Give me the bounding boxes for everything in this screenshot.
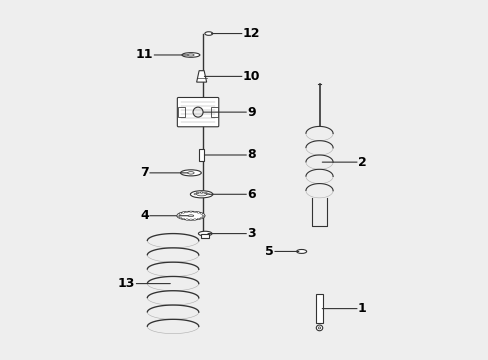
- Ellipse shape: [198, 231, 212, 236]
- Text: 12: 12: [243, 27, 260, 40]
- Ellipse shape: [204, 192, 207, 194]
- Ellipse shape: [182, 53, 200, 57]
- Text: 3: 3: [247, 227, 255, 240]
- Ellipse shape: [202, 216, 204, 218]
- FancyBboxPatch shape: [177, 98, 218, 127]
- Bar: [178, 108, 184, 117]
- Ellipse shape: [197, 212, 199, 213]
- Text: 11: 11: [136, 49, 153, 62]
- Text: 9: 9: [247, 105, 255, 119]
- Ellipse shape: [189, 219, 192, 220]
- Ellipse shape: [180, 170, 201, 176]
- Bar: [211, 108, 217, 117]
- Ellipse shape: [177, 211, 204, 220]
- Ellipse shape: [188, 215, 193, 217]
- Text: 8: 8: [247, 148, 255, 162]
- Text: 7: 7: [140, 166, 148, 179]
- Text: 6: 6: [247, 188, 255, 201]
- Ellipse shape: [196, 193, 206, 196]
- Bar: [199, 149, 203, 161]
- Text: 10: 10: [243, 70, 260, 83]
- Ellipse shape: [187, 54, 194, 56]
- Ellipse shape: [196, 192, 198, 194]
- Ellipse shape: [197, 218, 199, 220]
- Ellipse shape: [193, 211, 196, 213]
- Text: 1: 1: [357, 302, 366, 315]
- Ellipse shape: [316, 325, 322, 331]
- Bar: [315, 294, 323, 323]
- Ellipse shape: [189, 211, 192, 212]
- Ellipse shape: [193, 219, 196, 220]
- Ellipse shape: [193, 107, 203, 117]
- Ellipse shape: [177, 214, 180, 215]
- Bar: [201, 234, 209, 238]
- Ellipse shape: [177, 215, 179, 216]
- Text: 4: 4: [140, 209, 148, 222]
- Polygon shape: [196, 71, 206, 82]
- Ellipse shape: [179, 213, 182, 214]
- Ellipse shape: [202, 214, 204, 215]
- Ellipse shape: [202, 215, 204, 216]
- Ellipse shape: [204, 32, 212, 35]
- Ellipse shape: [182, 218, 184, 220]
- Ellipse shape: [182, 212, 184, 213]
- Text: 5: 5: [264, 245, 273, 258]
- Ellipse shape: [187, 172, 194, 174]
- Ellipse shape: [318, 327, 320, 329]
- Ellipse shape: [200, 213, 202, 214]
- Ellipse shape: [206, 193, 209, 195]
- Ellipse shape: [190, 191, 212, 198]
- Ellipse shape: [179, 217, 182, 219]
- Text: 13: 13: [118, 277, 135, 290]
- Ellipse shape: [177, 216, 180, 218]
- Ellipse shape: [200, 217, 202, 219]
- Text: 2: 2: [357, 156, 366, 168]
- Ellipse shape: [194, 193, 196, 195]
- Ellipse shape: [185, 211, 188, 213]
- Ellipse shape: [200, 192, 203, 193]
- Ellipse shape: [185, 219, 188, 220]
- Ellipse shape: [296, 249, 306, 253]
